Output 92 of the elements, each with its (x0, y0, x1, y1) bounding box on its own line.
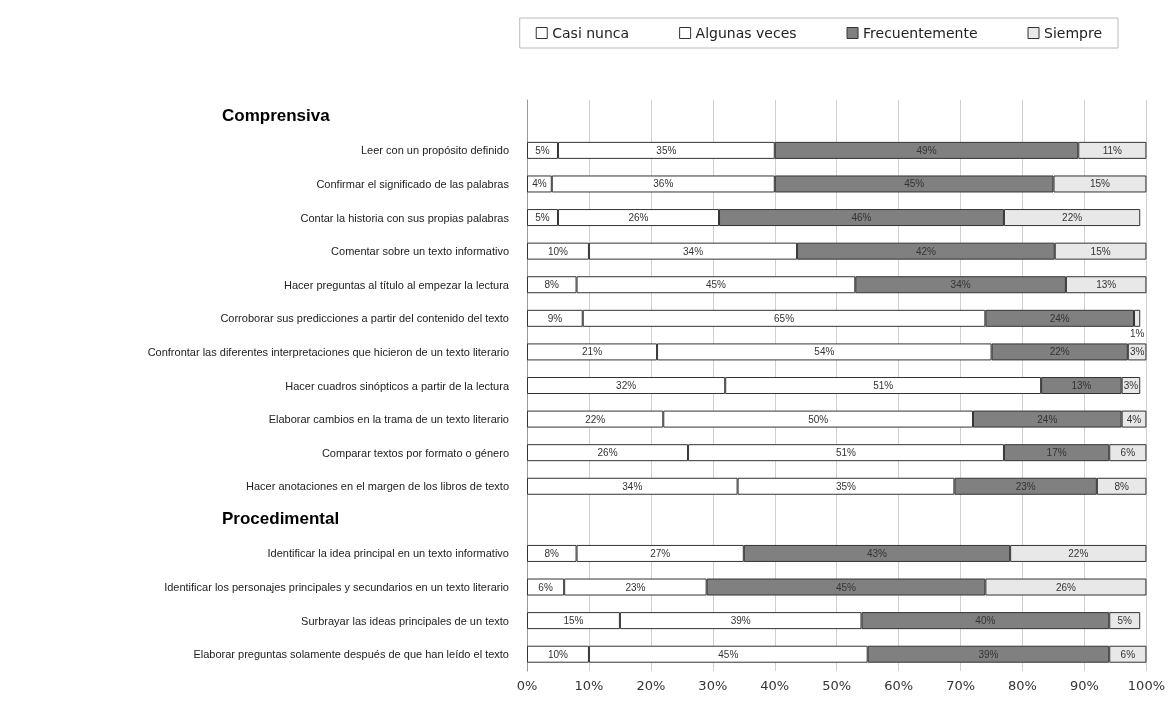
y-tick-label: Identificar los personajes principales y secundarios en un texto literario (164, 581, 509, 594)
x-tick-label: 50% (822, 678, 852, 693)
data-label: 1% (1129, 328, 1145, 340)
data-label: 10% (547, 648, 569, 660)
data-label: 17% (1046, 447, 1067, 459)
data-label: 50% (808, 413, 829, 425)
y-tick-label: Identificar la idea principal en un texto informativo (267, 547, 509, 560)
x-tick-label: 100% (1127, 678, 1165, 693)
data-label: 3% (1123, 380, 1139, 391)
data-label: 15% (1090, 245, 1111, 257)
data-label: 51% (835, 447, 857, 459)
data-label: 27% (650, 547, 671, 559)
data-label: 8% (544, 547, 560, 559)
data-label: 26% (1055, 581, 1077, 593)
data-label: 26% (628, 212, 649, 224)
y-tick-label: Hacer preguntas al título al empezar la lectura (283, 278, 510, 291)
y-tick-label: Elaborar cambios en la trama de un texto literario (268, 413, 509, 426)
data-label: 34% (683, 245, 704, 257)
y-tick-label: Contar la historia con sus propias palabras (300, 211, 510, 224)
y-tick-label: Leer con un propósito definido (361, 144, 509, 157)
data-label: 22% (1062, 212, 1083, 224)
data-label: 45% (718, 648, 739, 660)
data-label: 42% (915, 245, 937, 257)
data-label: 45% (904, 178, 925, 190)
x-tick-label: 60% (884, 678, 914, 693)
data-label: 43% (866, 547, 888, 559)
x-tick-label: 10% (574, 678, 604, 693)
data-label: 39% (730, 615, 751, 627)
data-label: 22% (585, 413, 606, 425)
data-label: 34% (950, 279, 971, 291)
data-label: 5% (535, 212, 550, 224)
data-label: 9% (547, 312, 563, 324)
data-label: 24% (1049, 312, 1070, 324)
data-label: 40% (975, 615, 996, 627)
data-label: 5% (535, 144, 550, 156)
y-tick-label: Confirmar el significado de las palabras (316, 177, 510, 190)
legend-label: Casi nunca (552, 25, 630, 41)
data-label: 15% (563, 615, 584, 627)
text: Comprensiva (222, 105, 331, 125)
legend-label: Algunas veces (695, 25, 797, 41)
data-label: 13% (1071, 380, 1092, 391)
data-label: 21% (582, 346, 603, 358)
data-label: 23% (625, 581, 646, 593)
data-label: 23% (1015, 480, 1036, 492)
legend-label: Siempre (1044, 25, 1103, 41)
data-label: 24% (1037, 413, 1058, 425)
data-label: 35% (835, 480, 857, 492)
data-label: 3% (1129, 346, 1145, 358)
x-tick-label: 40% (760, 678, 790, 693)
data-label: 6% (538, 581, 553, 593)
data-label: 32% (616, 380, 637, 391)
y-tick-label: Comentar sobre un texto informativo (331, 245, 509, 258)
data-label: 45% (835, 581, 857, 593)
data-label: 65% (774, 312, 795, 324)
y-tick-label: Confrontar las diferentes interpretaciones que hicieron de un texto literario (147, 345, 509, 358)
data-label: 10% (547, 245, 569, 257)
data-label: 6% (1120, 648, 1136, 660)
data-label: 45% (705, 279, 727, 291)
y-tick-label: Hacer cuadros sinópticos a partir de la lectura (285, 379, 510, 392)
y-tick-label: Corroborar sus predicciones a partir del contenido del texto (220, 312, 509, 325)
x-tick-label: 70% (946, 678, 976, 693)
data-label: 51% (873, 380, 894, 391)
y-tick-label: Surbrayar las ideas principales de un texto (301, 614, 509, 627)
legend-label: Frecuentemente (863, 25, 978, 41)
x-tick-label: 20% (636, 678, 666, 693)
text: Procedimental (222, 508, 340, 528)
y-tick-label: Comparar textos por formato o género (321, 446, 509, 459)
data-label: 54% (814, 346, 835, 358)
data-label: 22% (1049, 346, 1070, 358)
y-tick-label: Elaborar preguntas solamente después de que han leído el texto (193, 648, 509, 661)
data-label: 4% (532, 178, 547, 190)
data-label: 49% (916, 144, 937, 156)
data-label: 35% (656, 144, 677, 156)
data-label: 15% (1089, 178, 1111, 190)
y-tick-label: Hacer anotaciones en el margen de los libros de texto (246, 480, 509, 493)
data-label: 13% (1096, 279, 1117, 291)
data-label: 6% (1120, 447, 1136, 459)
data-label: 11% (1102, 144, 1123, 156)
data-label: 26% (597, 447, 618, 459)
data-label: 22% (1068, 547, 1089, 559)
data-label: 39% (978, 648, 999, 660)
x-tick-label: 0% (516, 678, 538, 693)
data-label: 46% (851, 212, 872, 224)
data-label: 4% (1126, 413, 1142, 425)
data-label: 34% (622, 480, 643, 492)
data-label: 5% (1117, 615, 1133, 627)
x-tick-label: 80% (1008, 678, 1037, 693)
data-label: 8% (1114, 480, 1129, 492)
x-tick-label: 90% (1070, 678, 1099, 693)
x-tick-label: 30% (698, 678, 728, 693)
data-label: 8% (544, 279, 560, 291)
data-label: 36% (653, 178, 674, 190)
